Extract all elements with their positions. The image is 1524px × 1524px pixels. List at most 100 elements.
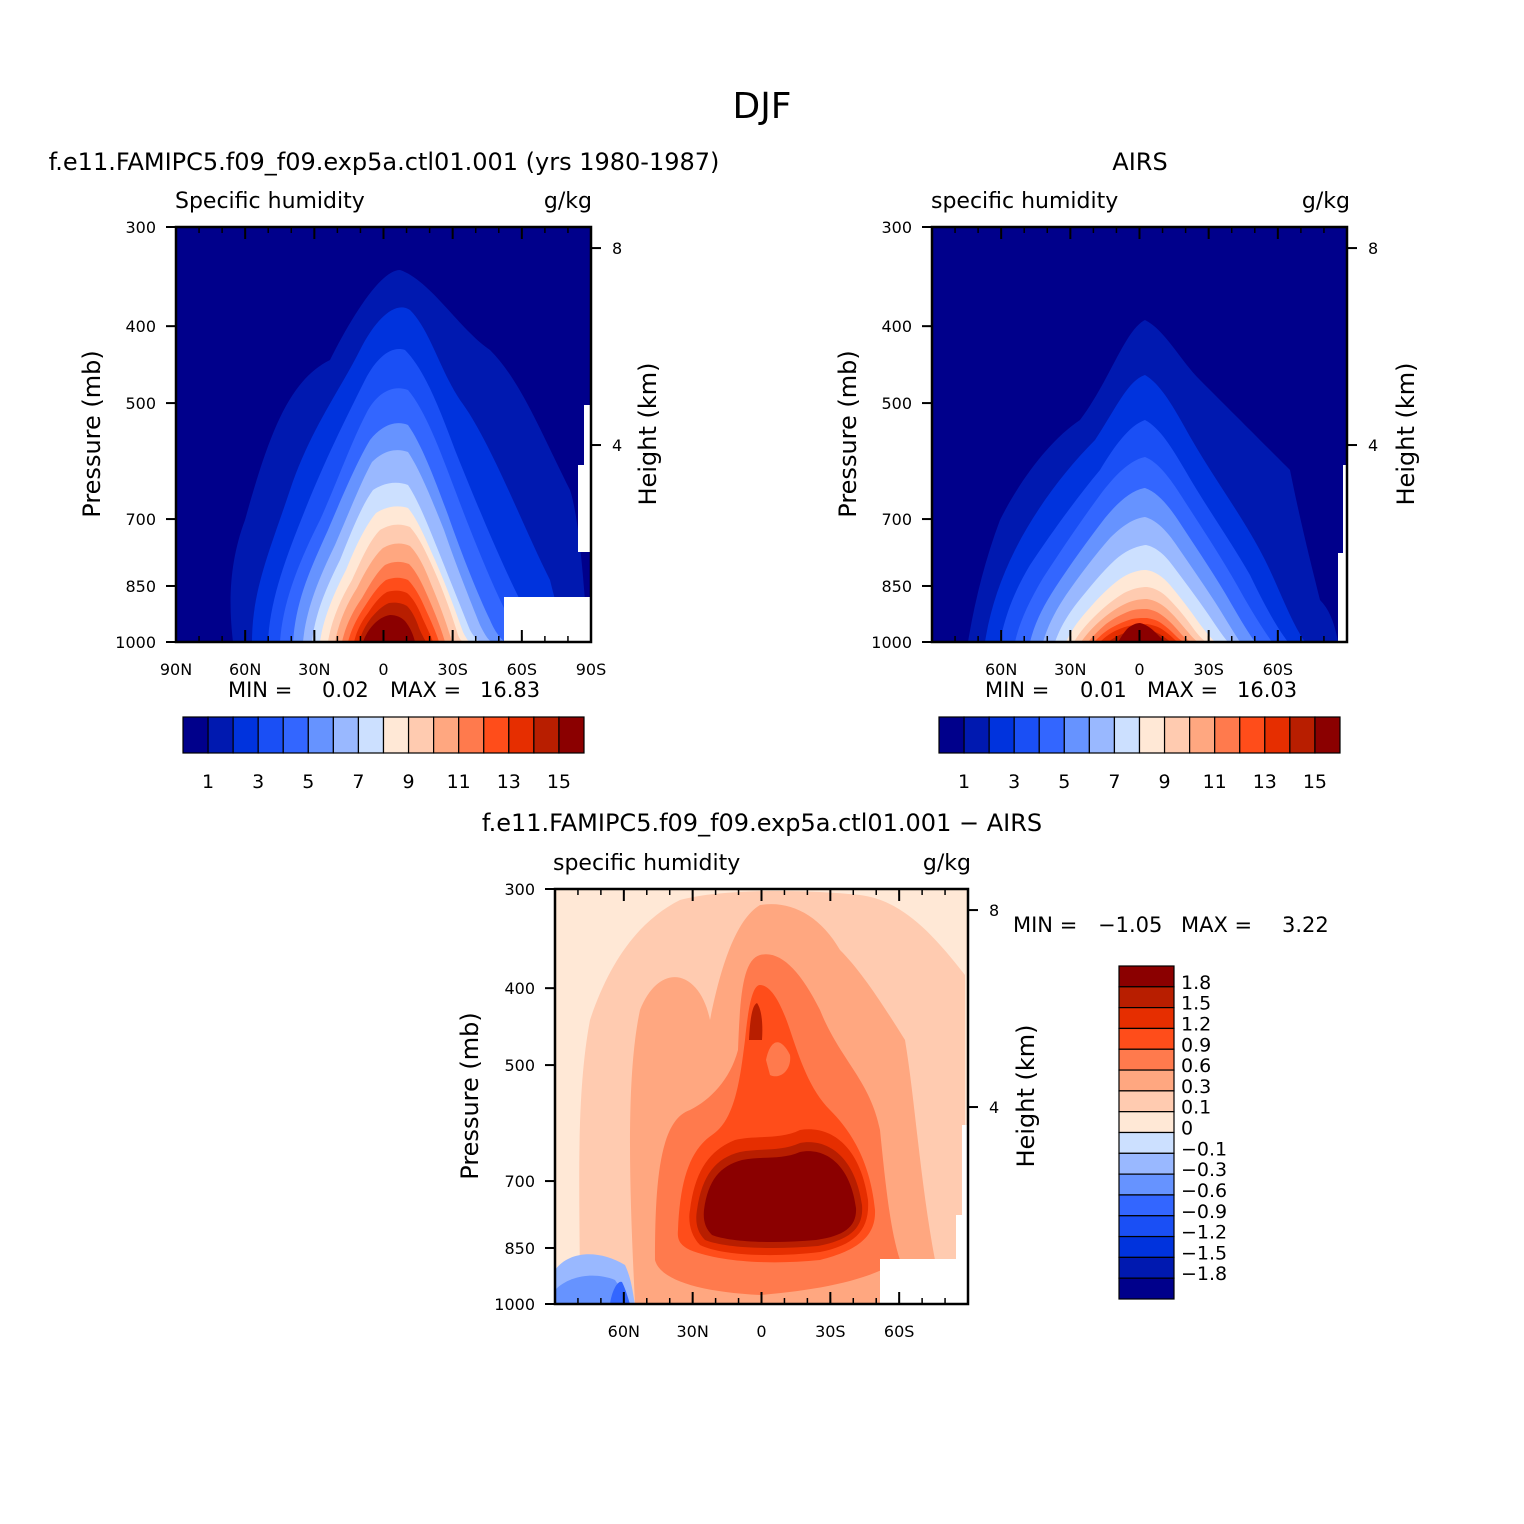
colorbar-swatch (1118, 1194, 1175, 1217)
panel-airs-left-label: specific humidity (931, 189, 1118, 214)
panel-model-max-label: MAX = (390, 678, 461, 702)
panel-model-title: f.e11.FAMIPC5.f09_f09.exp5a.ctl01.001 (y… (49, 148, 720, 176)
y-tick-label: 500 (125, 394, 156, 413)
panel-airs-title: AIRS (1112, 148, 1167, 176)
colorbar-swatch (1118, 1173, 1175, 1196)
diff-contour-upper-inner (766, 1042, 791, 1077)
panel-diff: f.e11.FAMIPC5.f09_f09.exp5a.ctl01.001 − … (456, 809, 1329, 1341)
x-tick-label: 90N (160, 660, 192, 679)
model-missing-edge-top (584, 405, 591, 467)
x-tick-label: 90S (576, 660, 607, 679)
colorbar-label: 15 (1303, 771, 1327, 793)
y2-tick-label: 8 (989, 901, 999, 920)
colorbar-label: 11 (1203, 771, 1227, 793)
colorbar-label: 1.2 (1181, 1013, 1211, 1035)
y2-tick-label: 4 (989, 1098, 999, 1117)
panel-airs-min-value: 0.01 (1080, 678, 1127, 702)
x-tick-label: 0 (1134, 660, 1144, 679)
panel-diff-max-label: MAX = (1181, 913, 1252, 937)
y-tick-label: 700 (881, 510, 912, 529)
colorbar-swatch (207, 716, 234, 754)
colorbar-swatch (1118, 1090, 1175, 1113)
colorbar-label: 0.3 (1181, 1076, 1211, 1098)
panel-airs-plot (930, 225, 1349, 644)
y2-tick-label: 4 (612, 436, 622, 455)
panel-diff-min-value: −1.05 (1098, 913, 1162, 937)
airs-contour-level-15 (1118, 623, 1166, 642)
colorbar-label: 5 (1058, 771, 1070, 793)
colorbar-label: 3 (1008, 771, 1020, 793)
colorbar-swatch (1189, 716, 1216, 754)
panel-airs-colorbar: 1 3 5 7 9 11 13 15 (938, 716, 1341, 793)
y-tick-label: 300 (504, 880, 535, 899)
colorbar-swatch (1239, 716, 1266, 754)
airs-missing-edge-top (1343, 465, 1347, 555)
colorbar-swatch (407, 716, 435, 754)
y-tick-label: 400 (504, 979, 535, 998)
colorbar-swatch (1063, 716, 1090, 754)
colorbar-swatch (533, 716, 560, 754)
panel-diff-y2label: Height (km) (1012, 1025, 1040, 1168)
colorbar-swatch (458, 716, 485, 754)
colorbar-swatch (1118, 1256, 1175, 1279)
x-tick-label: 30S (815, 1322, 846, 1341)
diff-missing-edge (956, 1215, 968, 1261)
x-tick-label: 30S (1193, 660, 1224, 679)
colorbar-label: −1.8 (1181, 1263, 1227, 1285)
colorbar-swatch (1013, 716, 1040, 754)
panel-model-colorbar: 1 3 5 7 9 11 13 15 (182, 716, 585, 793)
y-tick-label: 300 (881, 218, 912, 237)
colorbar-swatch (1314, 716, 1341, 754)
colorbar-label: 15 (547, 771, 571, 793)
panel-model-left-label: Specific humidity (175, 189, 365, 214)
colorbar-swatch (182, 716, 209, 754)
panel-diff-min-label: MIN = (1013, 913, 1077, 937)
panel-airs-max-value: 16.03 (1237, 678, 1297, 702)
colorbar-label: 0 (1181, 1118, 1193, 1140)
panel-diff-title: f.e11.FAMIPC5.f09_f09.exp5a.ctl01.001 − … (482, 809, 1042, 837)
x-tick-label: 0 (756, 1322, 766, 1341)
colorbar-swatch (382, 716, 410, 754)
panel-model-plot (174, 225, 593, 644)
colorbar-label: 0.1 (1181, 1097, 1211, 1119)
colorbar-label: 5 (302, 771, 314, 793)
colorbar-swatch (963, 716, 990, 754)
y2-tick-label: 8 (612, 239, 622, 258)
panel-airs: AIRS specific humidity g/kg 60N 30N 0 30S 60… (834, 148, 1420, 793)
colorbar-label: 1 (958, 771, 970, 793)
colorbar-swatch (1118, 1069, 1175, 1092)
y2-tick-label: 4 (1368, 436, 1378, 455)
y-tick-label: 700 (125, 510, 156, 529)
x-tick-label: 30N (677, 1322, 709, 1341)
diff-contour-level-neg-0.6 (555, 1275, 627, 1304)
colorbar-label: 13 (1253, 771, 1277, 793)
colorbar-swatch (257, 716, 284, 754)
model-contour-level-15 (363, 615, 415, 642)
panel-airs-y2label: Height (km) (1392, 363, 1420, 506)
y-tick-label: 500 (504, 1056, 535, 1075)
colorbar-swatch (1118, 1152, 1175, 1175)
colorbar-swatch (558, 716, 585, 754)
colorbar-swatch (483, 716, 510, 754)
panel-model: f.e11.FAMIPC5.f09_f09.exp5a.ctl01.001 (y… (49, 148, 720, 793)
colorbar-label: 1 (202, 771, 214, 793)
colorbar-label: 1.8 (1181, 972, 1211, 994)
y-tick-label: 1000 (871, 633, 912, 652)
colorbar-swatch (1118, 1235, 1175, 1258)
colorbar-label: −0.1 (1181, 1138, 1227, 1160)
diff-contour-upper-max (749, 1003, 763, 1040)
panel-model-min-value: 0.02 (322, 678, 369, 702)
colorbar-swatch (1038, 716, 1065, 754)
colorbar-swatch (1118, 1007, 1175, 1030)
colorbar-swatch (1138, 716, 1166, 754)
colorbar-label: −0.9 (1181, 1201, 1227, 1223)
colorbar-swatch (1118, 1027, 1175, 1050)
y-tick-label: 1000 (494, 1295, 535, 1314)
colorbar-label: 7 (352, 771, 364, 793)
figure-title: DJF (732, 86, 791, 127)
colorbar-label: −1.2 (1181, 1222, 1227, 1244)
y-tick-label: 300 (125, 218, 156, 237)
y-tick-label: 400 (125, 317, 156, 336)
colorbar-swatch (988, 716, 1015, 754)
